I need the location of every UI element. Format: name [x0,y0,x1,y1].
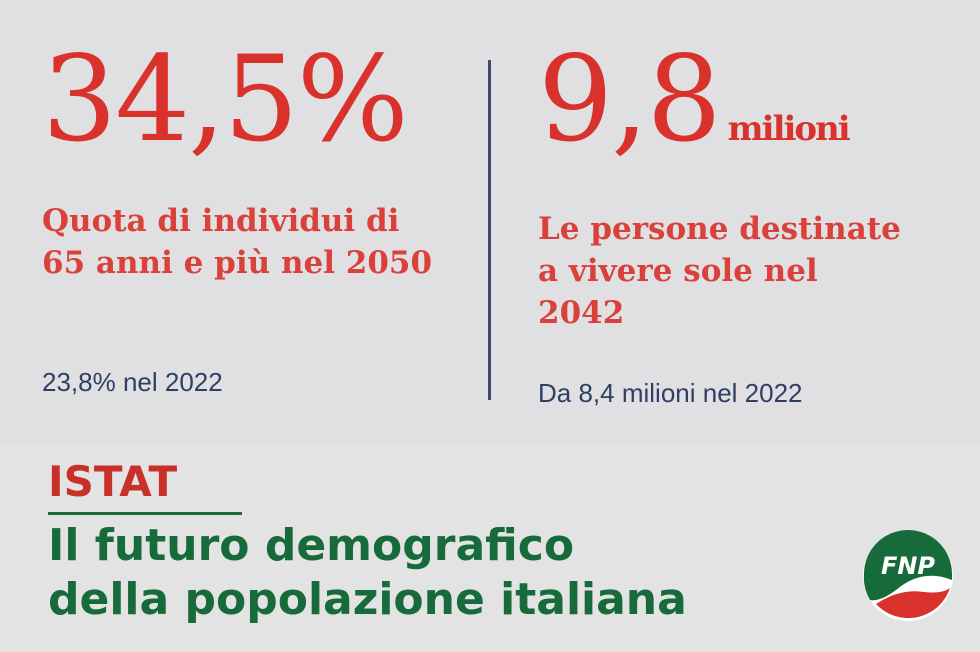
stat-living-alone-description: Le persone destinate a vivere sole nel 2… [538,208,958,334]
stat-living-alone-note: Da 8,4 milioni nel 2022 [538,378,803,408]
stat-living-alone-unit: milioni [727,109,851,149]
stat-elderly-desc-line-1: Quota di individui di [42,203,400,239]
headline-line-2: della popolazione italiana [48,574,687,625]
stats-panel: 34,5% Quota di individui di 65 anni e pi… [42,30,968,408]
headline: Il futuro demografico della popolazione … [48,519,687,627]
headline-line-1: Il futuro demografico [48,520,575,571]
stat-living-alone-value: 9,8 [538,30,722,168]
stat-elderly-note: 23,8% nel 2022 [42,367,223,397]
source-label: ISTAT [48,457,178,506]
stat-elderly-desc-line-2: 65 anni e più nel 2050 [42,245,433,281]
stat-living-alone-desc-line-1: Le persone destinate [538,211,901,247]
stat-living-alone: 9,8 milioni Le persone destinate a vivere… [538,40,968,408]
source-underline [48,512,242,515]
vertical-divider [488,60,491,400]
logo-green-shape [863,530,952,601]
stat-living-alone-value-row: 9,8 milioni [538,40,968,158]
stat-living-alone-desc-line-3: 2042 [538,295,625,331]
stat-elderly-description: Quota di individui di 65 anni e più nel … [42,200,482,284]
logo-red-swoosh [876,588,950,619]
logo-text: FNP [881,552,935,580]
footer: ISTAT Il futuro demografico della popola… [0,445,980,652]
stat-elderly-share: 34,5% Quota di individui di 65 anni e pi… [42,30,472,397]
stat-elderly-value: 34,5% [42,30,409,168]
fnp-logo: FNP [863,530,953,621]
stat-living-alone-desc-line-2: a vivere sole nel [538,253,818,289]
